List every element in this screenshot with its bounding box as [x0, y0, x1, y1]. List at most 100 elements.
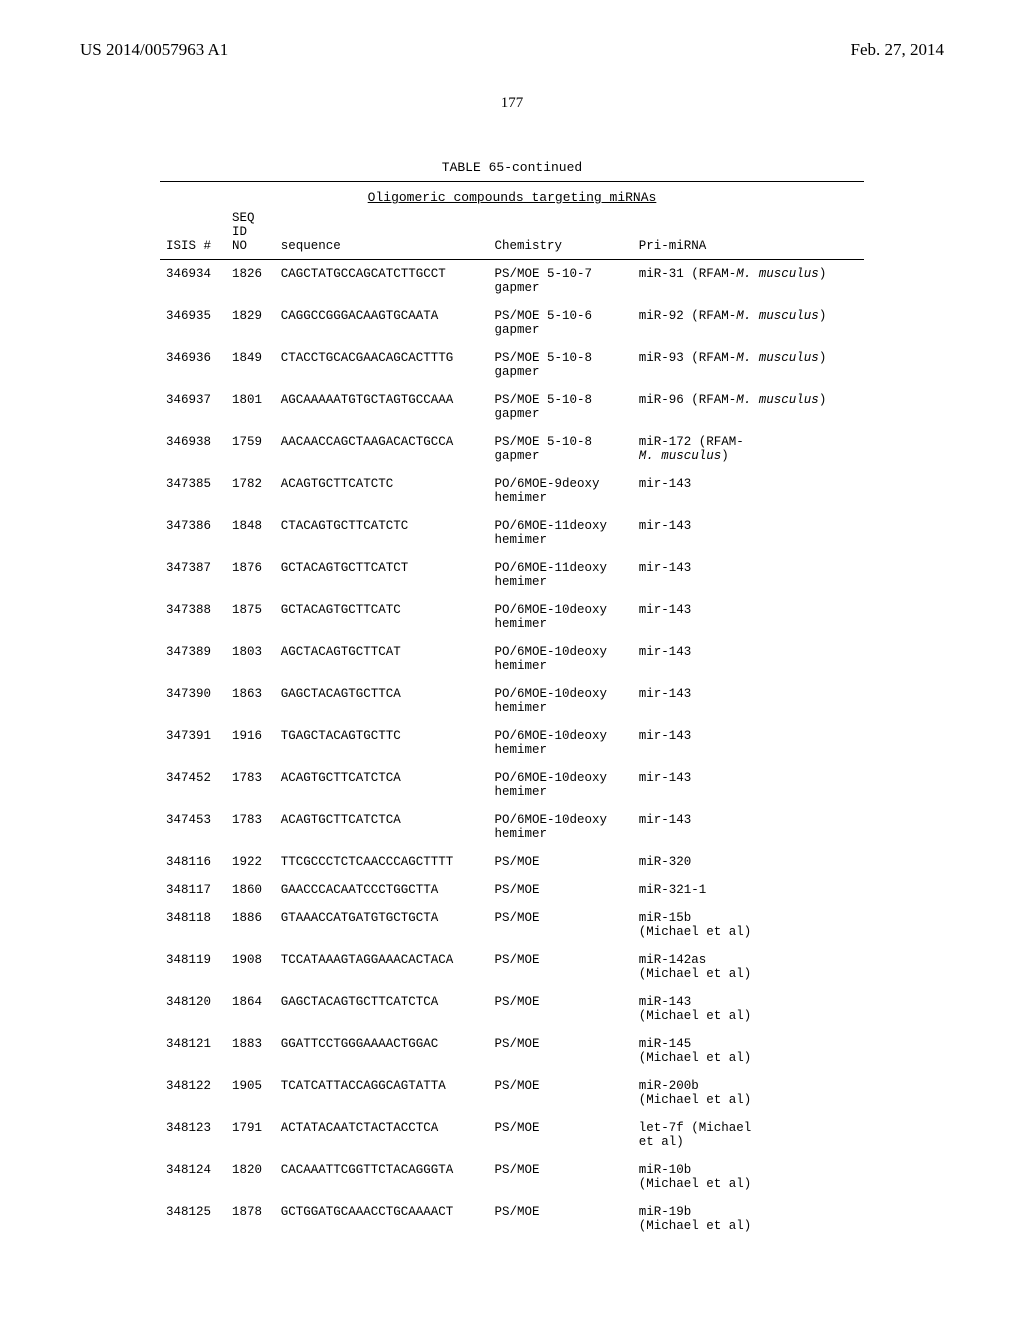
cell-primirna: miR-321-1	[633, 876, 864, 904]
cell-seq: 1905	[226, 1072, 275, 1114]
cell-isis: 348124	[160, 1156, 226, 1198]
cell-primirna: mir-143	[633, 470, 864, 512]
cell-isis: 348118	[160, 904, 226, 946]
cell-seq: 1849	[226, 344, 275, 386]
table-row: 3481191908TCCATAAAGTAGGAAACACTACAPS/MOEm…	[160, 946, 864, 988]
cell-chemistry: PS/MOE 5-10-8gapmer	[489, 344, 633, 386]
cell-sequence: CTACAGTGCTTCATCTC	[275, 512, 489, 554]
table-header-row: ISIS # SEQ ID NO sequence Chemistry Pri-…	[160, 209, 864, 260]
cell-seq: 1848	[226, 512, 275, 554]
cell-isis: 348125	[160, 1198, 226, 1240]
table-row: 3481171860GAACCCACAATCCCTGGCTTAPS/MOEmiR…	[160, 876, 864, 904]
cell-seq: 1883	[226, 1030, 275, 1072]
cell-seq: 1922	[226, 848, 275, 876]
cell-seq: 1820	[226, 1156, 275, 1198]
cell-seq: 1875	[226, 596, 275, 638]
table-row: 3473861848CTACAGTGCTTCATCTCPO/6MOE-11deo…	[160, 512, 864, 554]
table-row: 3469351829CAGGCCGGGACAAGTGCAATAPS/MOE 5-…	[160, 302, 864, 344]
cell-isis: 348122	[160, 1072, 226, 1114]
cell-sequence: TCATCATTACCAGGCAGTATTA	[275, 1072, 489, 1114]
cell-seq: 1803	[226, 638, 275, 680]
cell-primirna: miR-10b(Michael et al)	[633, 1156, 864, 1198]
cell-chemistry: PO/6MOE-11deoxyhemimer	[489, 554, 633, 596]
table-row: 3481181886GTAAACCATGATGTGCTGCTAPS/MOEmiR…	[160, 904, 864, 946]
cell-primirna: mir-143	[633, 764, 864, 806]
cell-sequence: GTAAACCATGATGTGCTGCTA	[275, 904, 489, 946]
col-primirna: Pri-miRNA	[633, 209, 864, 260]
cell-primirna: miR-142as(Michael et al)	[633, 946, 864, 988]
table-subtitle: Oligomeric compounds targeting miRNAs	[160, 181, 864, 205]
cell-sequence: TCCATAAAGTAGGAAACACTACA	[275, 946, 489, 988]
cell-primirna: mir-143	[633, 554, 864, 596]
cell-chemistry: PO/6MOE-10deoxyhemimer	[489, 638, 633, 680]
cell-seq: 1908	[226, 946, 275, 988]
cell-seq: 1759	[226, 428, 275, 470]
col-chemistry: Chemistry	[489, 209, 633, 260]
cell-chemistry: PO/6MOE-10deoxyhemimer	[489, 722, 633, 764]
cell-sequence: GCTACAGTGCTTCATCT	[275, 554, 489, 596]
cell-sequence: CAGCTATGCCAGCATCTTGCCT	[275, 260, 489, 303]
cell-sequence: ACAGTGCTTCATCTC	[275, 470, 489, 512]
cell-sequence: GAGCTACAGTGCTTCA	[275, 680, 489, 722]
table-container: TABLE 65-continued Oligomeric compounds …	[160, 160, 864, 1240]
cell-sequence: AACAACCAGCTAAGACACTGCCA	[275, 428, 489, 470]
cell-chemistry: PS/MOE	[489, 1198, 633, 1240]
cell-seq: 1876	[226, 554, 275, 596]
cell-sequence: ACAGTGCTTCATCTCA	[275, 764, 489, 806]
cell-sequence: GAGCTACAGTGCTTCATCTCA	[275, 988, 489, 1030]
cell-isis: 346937	[160, 386, 226, 428]
table-row: 3469341826CAGCTATGCCAGCATCTTGCCTPS/MOE 5…	[160, 260, 864, 303]
table-row: 3473851782ACAGTGCTTCATCTCPO/6MOE-9deoxyh…	[160, 470, 864, 512]
cell-seq: 1801	[226, 386, 275, 428]
col-seq: SEQ ID NO	[226, 209, 275, 260]
table-row: 3473911916TGAGCTACAGTGCTTCPO/6MOE-10deox…	[160, 722, 864, 764]
cell-seq: 1916	[226, 722, 275, 764]
cell-sequence: CTACCTGCACGAACAGCACTTTG	[275, 344, 489, 386]
cell-seq: 1782	[226, 470, 275, 512]
cell-seq: 1860	[226, 876, 275, 904]
cell-sequence: CAGGCCGGGACAAGTGCAATA	[275, 302, 489, 344]
cell-primirna: mir-143	[633, 806, 864, 848]
cell-primirna: miR-143(Michael et al)	[633, 988, 864, 1030]
table-row: 3481211883GGATTCCTGGGAAAACTGGACPS/MOEmiR…	[160, 1030, 864, 1072]
cell-primirna: mir-143	[633, 512, 864, 554]
table-row: 3474521783ACAGTGCTTCATCTCAPO/6MOE-10deox…	[160, 764, 864, 806]
cell-isis: 348117	[160, 876, 226, 904]
cell-primirna: miR-172 (RFAM-M. musculus)	[633, 428, 864, 470]
cell-chemistry: PO/6MOE-10deoxyhemimer	[489, 764, 633, 806]
col-sequence: sequence	[275, 209, 489, 260]
cell-isis: 347391	[160, 722, 226, 764]
cell-chemistry: PS/MOE	[489, 848, 633, 876]
table-row: 3473871876GCTACAGTGCTTCATCTPO/6MOE-11deo…	[160, 554, 864, 596]
cell-sequence: TTCGCCCTCTCAACCCAGCTTTT	[275, 848, 489, 876]
table-row: 3481221905TCATCATTACCAGGCAGTATTAPS/MOEmi…	[160, 1072, 864, 1114]
table-row: 3473891803AGCTACAGTGCTTCATPO/6MOE-10deox…	[160, 638, 864, 680]
cell-sequence: ACAGTGCTTCATCTCA	[275, 806, 489, 848]
cell-isis: 348116	[160, 848, 226, 876]
cell-isis: 348121	[160, 1030, 226, 1072]
cell-chemistry: PO/6MOE-9deoxyhemimer	[489, 470, 633, 512]
cell-chemistry: PS/MOE	[489, 946, 633, 988]
cell-chemistry: PS/MOE	[489, 876, 633, 904]
cell-seq: 1783	[226, 806, 275, 848]
cell-sequence: ACTATACAATCTACTACCTCA	[275, 1114, 489, 1156]
cell-chemistry: PO/6MOE-10deoxyhemimer	[489, 806, 633, 848]
table-row: 3469371801AGCAAAAATGTGCTAGTGCCAAAPS/MOE …	[160, 386, 864, 428]
cell-primirna: mir-143	[633, 722, 864, 764]
cell-isis: 346935	[160, 302, 226, 344]
cell-primirna: miR-92 (RFAM-M. musculus)	[633, 302, 864, 344]
table-row: 3473901863GAGCTACAGTGCTTCAPO/6MOE-10deox…	[160, 680, 864, 722]
cell-isis: 346934	[160, 260, 226, 303]
cell-primirna: mir-143	[633, 638, 864, 680]
cell-isis: 346936	[160, 344, 226, 386]
cell-chemistry: PS/MOE	[489, 988, 633, 1030]
cell-sequence: TGAGCTACAGTGCTTC	[275, 722, 489, 764]
table-row: 3481161922TTCGCCCTCTCAACCCAGCTTTTPS/MOEm…	[160, 848, 864, 876]
table-row: 3469381759AACAACCAGCTAAGACACTGCCAPS/MOE …	[160, 428, 864, 470]
table-row: 3481231791ACTATACAATCTACTACCTCAPS/MOElet…	[160, 1114, 864, 1156]
header-left: US 2014/0057963 A1	[80, 40, 228, 60]
cell-sequence: GAACCCACAATCCCTGGCTTA	[275, 876, 489, 904]
cell-chemistry: PS/MOE 5-10-8gapmer	[489, 428, 633, 470]
cell-primirna: mir-143	[633, 680, 864, 722]
cell-chemistry: PO/6MOE-10deoxyhemimer	[489, 596, 633, 638]
